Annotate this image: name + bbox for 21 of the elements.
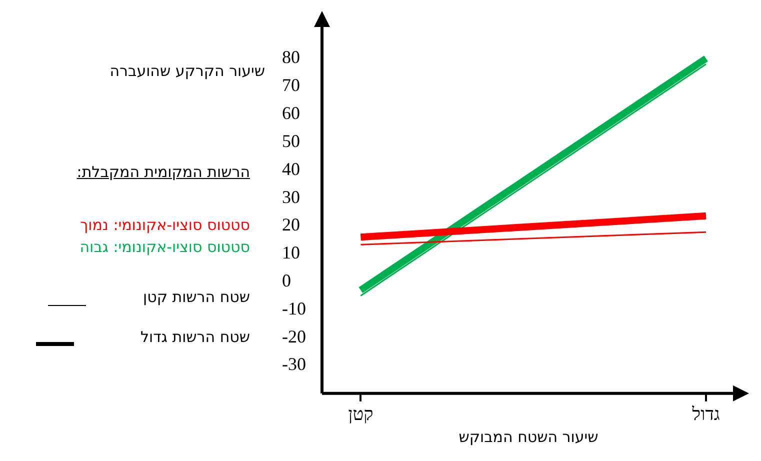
y-tick-label: -20 [282, 326, 306, 346]
y-tick-label: 70 [282, 75, 300, 96]
x-tick-label: גדול [691, 404, 720, 424]
x-tick-label: קטן [348, 404, 374, 424]
y-tick-label: -30 [282, 354, 306, 374]
y-tick-label: 80 [282, 47, 300, 68]
annotation: סטטוס סוציו-אקונומי: נמוך [80, 216, 250, 234]
annotation: שטח הרשות קטן [143, 288, 250, 306]
y-tick-label: -10 [282, 298, 306, 318]
x-axis-title: שיעור השטח המבוקש [458, 428, 598, 446]
annotation: שטח הרשות גדול [140, 328, 250, 346]
legend-title: הרשות המקומית המקבלת: [76, 163, 250, 181]
y-tick-label: 10 [282, 242, 300, 263]
y-axis-title: שיעור הקרקע שהועברה [110, 62, 265, 80]
annotation: סטטוס סוציו-אקונומי: גבוה [80, 238, 250, 256]
y-tick-label: 50 [282, 130, 300, 151]
y-tick-label: 40 [282, 158, 300, 179]
y-tick-label: 60 [282, 103, 300, 124]
y-tick-label: 0 [282, 270, 291, 290]
y-tick-label: 30 [282, 186, 300, 207]
y-tick-label: 20 [282, 214, 300, 235]
